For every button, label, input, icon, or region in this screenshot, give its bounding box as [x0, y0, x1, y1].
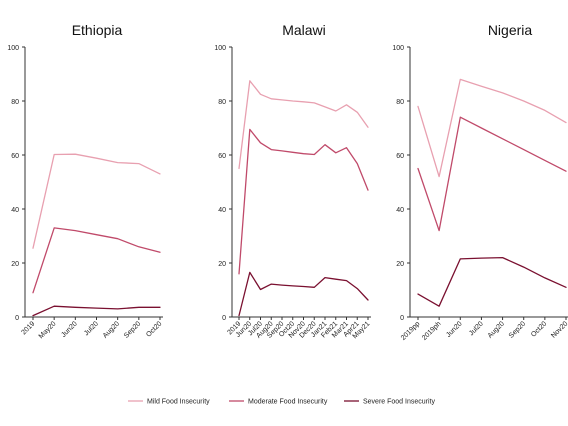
x-tick-label: Aug20 — [487, 320, 506, 339]
x-tick-label: Jun20 — [60, 320, 79, 339]
chart-panel-nigeria: Nigeria 0 20 40 60 80 100 2019pp 2019ph Jun20 Jul2… — [392, 22, 568, 342]
x-tick-label: 2019pp — [400, 320, 422, 342]
y-tick-label: 100 — [392, 45, 404, 52]
y-tick-label: 40 — [396, 207, 404, 214]
x-tick-label: 2019 — [20, 320, 36, 336]
y-tick-label: 20 — [396, 261, 404, 268]
series-line-moderate — [238, 128, 369, 275]
x-tick-label: Nov20 — [550, 320, 568, 339]
series-line-severe — [32, 305, 161, 317]
y-tick-label: 60 — [396, 153, 404, 160]
series-line-moderate — [32, 227, 161, 294]
x-tick-label: Jun20 — [445, 320, 464, 339]
x-tick-label: Jul20 — [468, 320, 485, 337]
x-tick-label: May20 — [38, 320, 58, 340]
y-tick-label: 0 — [400, 315, 404, 322]
y-tick-label: 100 — [7, 45, 19, 52]
y-tick-label: 80 — [11, 99, 19, 106]
x-tick-label: Jul20 — [83, 320, 100, 337]
series-line-mild — [238, 80, 369, 170]
y-tick-label: 60 — [218, 153, 226, 160]
series-line-moderate — [417, 116, 567, 232]
chart-title: Ethiopia — [72, 22, 123, 38]
y-tick-label: 20 — [218, 261, 226, 268]
series-line-severe — [417, 256, 567, 307]
series-line-mild — [417, 78, 567, 178]
x-tick-label: 2019ph — [421, 320, 443, 342]
legend-label-severe: Severe Food Insecurity — [363, 399, 435, 406]
chart-panel-malawi: Malawi0204060801002019Jun20Jul20Aug20Sep… — [214, 22, 371, 340]
y-tick-label: 0 — [222, 315, 226, 322]
x-tick-label: Oct20 — [145, 320, 163, 338]
y-tick-label: 40 — [11, 207, 19, 214]
legend-label-moderate: Moderate Food Insecurity — [248, 399, 328, 406]
chart-title: Nigeria — [488, 22, 533, 38]
chart-title: Malawi — [282, 22, 326, 38]
x-tick-label: Sep20 — [508, 320, 527, 339]
x-tick-label: Oct20 — [530, 320, 548, 338]
series-line-severe — [238, 271, 369, 317]
chart-panel-ethiopia: Ethiopia 0 20 40 60 80 100 2019 May20 Jun20 Jul20 A… — [7, 22, 163, 340]
legend-label-mild: Mild Food Insecurity — [147, 399, 210, 406]
x-tick-label: Aug20 — [102, 320, 121, 339]
series-line-mild — [32, 153, 161, 249]
y-tick-label: 80 — [218, 99, 226, 106]
y-tick-label: 40 — [218, 207, 226, 214]
y-tick-label: 100 — [214, 45, 226, 52]
legend: Mild Food Insecurity Moderate Food Insecu… — [128, 399, 435, 406]
y-tick-label: 60 — [11, 153, 19, 160]
y-tick-label: 20 — [11, 261, 19, 268]
y-tick-label: 80 — [396, 99, 404, 106]
y-tick-label: 0 — [15, 315, 19, 322]
x-tick-label: Sep20 — [123, 320, 142, 339]
